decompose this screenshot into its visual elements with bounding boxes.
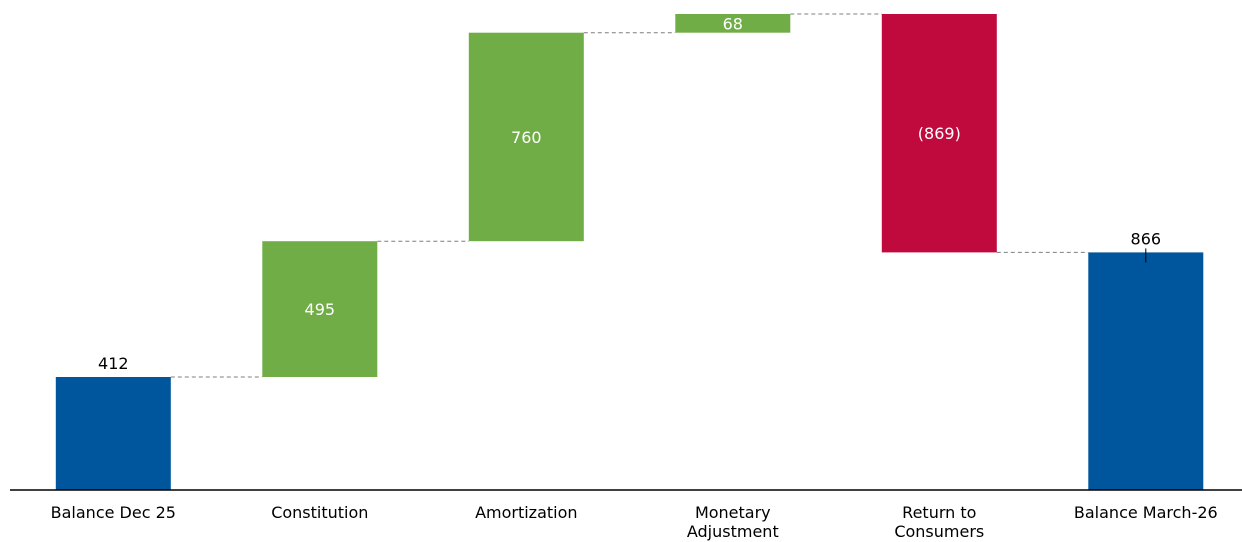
bar-2 (262, 241, 378, 377)
data-label-4: 68 (723, 14, 743, 33)
category-labels-group: Balance Dec 25 Constitution Amortization Mo… (51, 503, 1218, 541)
bars-group (55, 14, 1204, 490)
category-label-1: Balance Dec 25 (51, 503, 176, 522)
data-label-2: 495 (305, 300, 336, 319)
category-label-5: Return to Consumers (894, 503, 984, 541)
data-label-6: 866 (1131, 229, 1162, 248)
category-label-3: Amortization (475, 503, 577, 522)
category-label-4: Monetary Adjustment (687, 503, 779, 541)
data-label-1: 412 (98, 354, 129, 373)
value-labels-group: 412 495 760 68 (869) 866 (98, 14, 1161, 373)
category-label-2: Constitution (271, 503, 368, 522)
bar-3 (468, 32, 584, 242)
bar-1 (55, 377, 171, 490)
category-label-6: Balance March-26 (1074, 503, 1218, 522)
data-label-5: (869) (918, 124, 961, 143)
bar-6 (1088, 252, 1204, 490)
bar-4 (675, 14, 791, 33)
data-label-3: 760 (511, 128, 542, 147)
bar-5 (881, 14, 997, 253)
connector-lines (170, 13, 1089, 378)
